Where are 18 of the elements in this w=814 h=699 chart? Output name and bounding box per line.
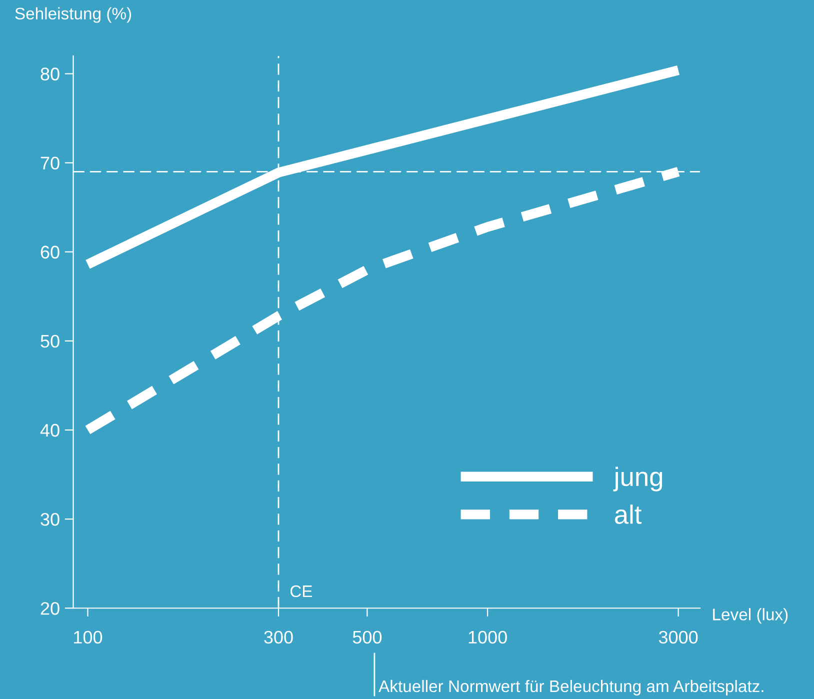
y-axis-title: Sehleistung (%): [15, 7, 132, 23]
x-tick-label: 300: [264, 630, 293, 644]
ref-line-label: CE: [290, 585, 312, 598]
x-tick-label: 500: [352, 630, 382, 644]
text: Aktueller Normwert für Beleuchtung am Arbeitsplatz.: [378, 680, 764, 696]
y-tick-label: 20: [40, 602, 60, 615]
y-tick-label: 60: [40, 246, 60, 259]
y-tick-label: 80: [40, 68, 60, 80]
y-tick-label: 70: [40, 156, 60, 170]
x-tick-label: 100: [74, 630, 102, 644]
x-tick-label: 1000: [468, 630, 507, 644]
y-tick-label: 30: [40, 513, 60, 526]
y-tick-label: 40: [40, 424, 60, 437]
legend-label: alt: [614, 504, 642, 524]
x-tick-label: 3000: [658, 630, 698, 644]
legend-label: jung: [613, 466, 662, 492]
y-tick-label: 50: [40, 334, 60, 348]
x-axis-title: Level (lux): [713, 608, 788, 624]
